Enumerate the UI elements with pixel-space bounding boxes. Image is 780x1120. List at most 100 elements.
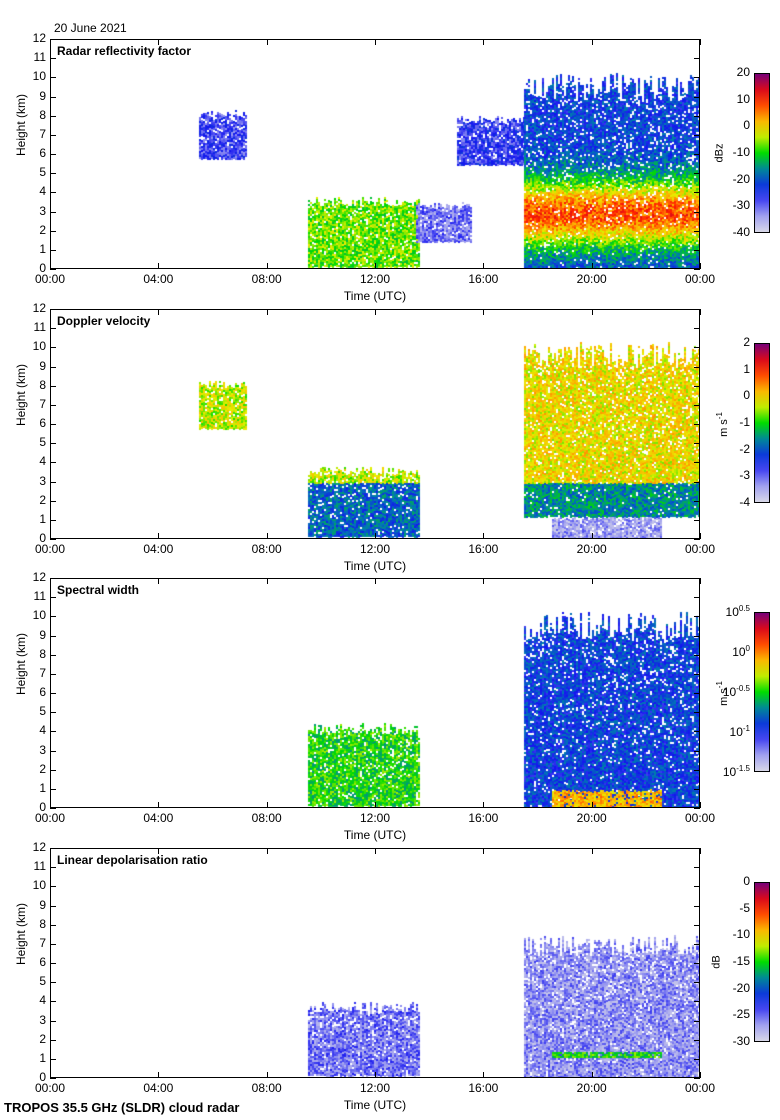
x-tick-mark: [591, 533, 593, 539]
x-tick-label: 16:00: [468, 811, 499, 825]
y-tick-label: 3: [39, 473, 46, 488]
x-tick-label: 08:00: [251, 811, 282, 825]
x-tick-mark-top: [266, 848, 268, 854]
x-tick-mark: [50, 802, 51, 808]
x-tick-mark: [266, 533, 268, 539]
x-tick-label: 00:00: [684, 542, 716, 556]
y-tick-mark: [50, 39, 56, 40]
x-tick-mark-top: [375, 39, 376, 45]
x-tick-mark-top: [266, 578, 268, 584]
y-tick-mark: [50, 328, 56, 330]
x-tick-mark-top: [591, 578, 593, 584]
y-tick-label: 3: [39, 203, 46, 218]
y-tick-mark-right: [694, 39, 700, 40]
x-tick-mark: [700, 802, 701, 808]
colorbar-tick-label: -10: [732, 927, 750, 942]
colorbar-tick-label: -4: [739, 495, 750, 509]
x-tick-mark-top: [266, 39, 268, 45]
y-tick-mark: [50, 134, 56, 136]
y-tick-mark-right: [694, 848, 700, 849]
x-tick-mark: [266, 263, 268, 269]
y-tick-mark: [50, 848, 56, 849]
y-tick-mark-right: [694, 1039, 700, 1041]
x-tick-mark-top: [483, 309, 485, 315]
y-tick-label: 10: [32, 878, 46, 893]
colorbar-tick-label: -40: [732, 225, 750, 239]
y-tick-mark: [50, 539, 56, 540]
y-tick-mark: [50, 808, 56, 809]
y-tick-mark-right: [694, 347, 700, 349]
plot-area: Radar reflectivity factor: [50, 39, 700, 269]
y-tick-label: 5: [39, 704, 46, 719]
x-tick-label: 08:00: [251, 542, 282, 556]
colorbar-tick-label: -1: [739, 415, 750, 429]
y-tick-mark: [50, 58, 56, 60]
x-tick-label: 16:00: [468, 272, 499, 286]
x-tick-label: 00:00: [684, 272, 716, 286]
y-tick-label: 9: [39, 358, 46, 373]
y-tick-mark-right: [694, 96, 700, 98]
y-tick-mark-right: [694, 211, 700, 213]
y-tick-mark: [50, 366, 56, 368]
x-tick-label: 00:00: [684, 1081, 716, 1095]
y-tick-mark-right: [694, 309, 700, 310]
colorbar-unit-label: m s-1: [714, 412, 730, 437]
radar-image: [51, 579, 699, 807]
colorbar-tick-label: -10: [732, 145, 750, 159]
y-tick-mark: [50, 943, 56, 945]
y-tick-mark-right: [694, 134, 700, 136]
y-tick-label: 3: [39, 1012, 46, 1027]
colorbar: [754, 882, 770, 1042]
radar-image: [51, 310, 699, 538]
y-tick-mark: [50, 1020, 56, 1022]
x-tick-mark: [700, 1072, 701, 1078]
y-tick-mark: [50, 731, 56, 733]
x-tick-mark-top: [158, 578, 160, 584]
x-tick-mark: [591, 1072, 593, 1078]
y-tick-label: 9: [39, 88, 46, 103]
x-tick-mark-top: [591, 309, 593, 315]
colorbar: [754, 73, 770, 233]
y-tick-mark-right: [694, 924, 700, 926]
y-tick-label: 8: [39, 916, 46, 931]
y-tick-mark: [50, 309, 56, 310]
y-tick-mark: [50, 269, 56, 270]
y-tick-mark-right: [694, 328, 700, 330]
y-tick-mark-right: [694, 519, 700, 521]
y-tick-mark-right: [694, 1078, 700, 1079]
panel-3: Spectral width 0 1 2 3 4 5 6 7 8 9 10 11 12 Height (km…: [0, 0, 780, 842]
y-tick-label: 12: [32, 570, 46, 584]
y-tick-label: 9: [39, 897, 46, 912]
x-tick-mark-top: [700, 309, 701, 315]
y-tick-mark: [50, 769, 56, 771]
x-tick-label: 20:00: [576, 811, 607, 825]
x-tick-mark-top: [591, 39, 593, 45]
y-tick-label: 2: [39, 222, 46, 237]
y-tick-mark: [50, 963, 56, 964]
plot-area: Spectral width: [50, 578, 700, 808]
y-tick-mark: [50, 96, 56, 98]
y-tick-mark: [50, 635, 56, 637]
panel-title: Doppler velocity: [57, 314, 151, 328]
x-tick-mark: [158, 1072, 160, 1078]
y-tick-label: 11: [33, 320, 46, 335]
x-tick-mark-top: [158, 309, 160, 315]
y-tick-mark-right: [694, 654, 700, 656]
colorbar-tick-label: 100.5: [725, 604, 750, 619]
y-tick-mark: [50, 500, 56, 502]
x-axis-label: Time (UTC): [343, 828, 407, 842]
x-tick-label: 12:00: [359, 811, 391, 825]
panel-2: Doppler velocity 0 1 2 3 4 5 6 7 8 9 10 11 12 Height (…: [0, 0, 780, 573]
x-tick-label: 04:00: [143, 272, 174, 286]
y-tick-mark-right: [694, 635, 700, 637]
x-tick-mark: [483, 263, 485, 269]
plot-area: Linear depolarisation ratio: [50, 848, 700, 1078]
x-tick-mark: [700, 533, 701, 539]
y-tick-mark: [50, 77, 56, 79]
x-tick-mark-top: [700, 39, 701, 45]
colorbar-tick-label: 2: [743, 335, 750, 349]
x-tick-label: 00:00: [684, 811, 716, 825]
y-tick-label: 6: [39, 955, 46, 969]
y-tick-mark: [50, 597, 56, 599]
footer-instrument-label: TROPOS 35.5 GHz (SLDR) cloud radar: [4, 1100, 240, 1115]
